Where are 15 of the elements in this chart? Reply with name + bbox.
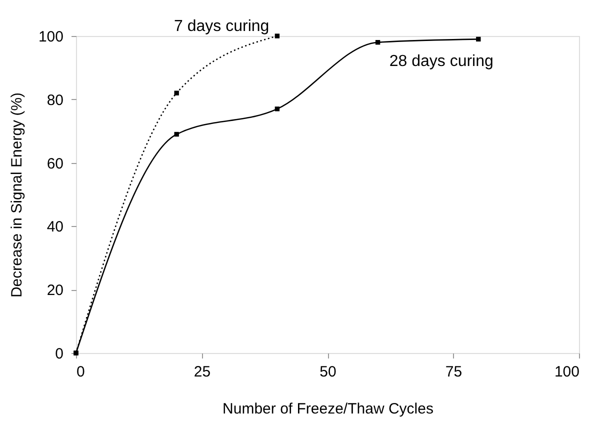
y-tick-label: 20 — [46, 282, 64, 300]
x-tick-label: 0 — [76, 364, 85, 380]
y-tick-label: 0 — [55, 346, 64, 362]
x-tick-label: 25 — [194, 364, 211, 380]
series-label: 28 days curing — [389, 53, 494, 70]
y-axis-title: Decrease in Signal Energy (%) — [8, 92, 26, 298]
x-tick-label: 75 — [445, 364, 462, 380]
x-axis-title: Number of Freeze/Thaw Cycles — [222, 400, 434, 418]
series-label: 7 days curing — [174, 18, 270, 35]
y-tick-label: 40 — [46, 218, 64, 236]
x-tick-label: 100 — [554, 364, 580, 380]
y-tick-label: 60 — [46, 155, 64, 172]
x-tick-label: 50 — [320, 364, 336, 380]
y-tick-label: 100 — [38, 28, 64, 46]
y-tick-label: 80 — [46, 92, 64, 109]
